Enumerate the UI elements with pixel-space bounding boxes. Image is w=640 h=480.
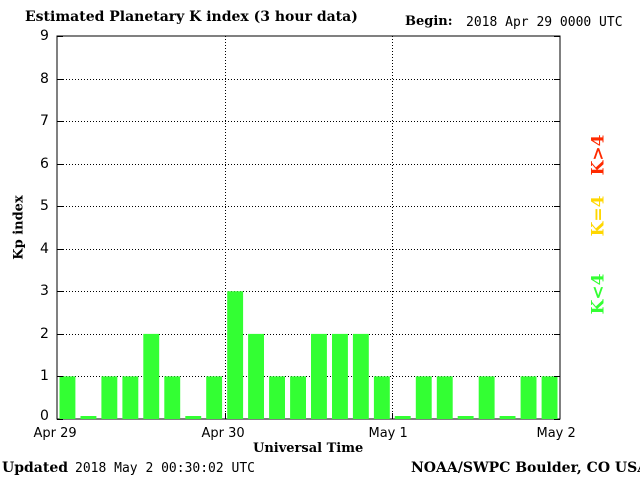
kp-bar <box>122 376 139 419</box>
kp-bar <box>394 416 411 419</box>
updated-value: 2018 May 2 00:30:02 UTC <box>75 461 256 476</box>
x-tick-label: May 2 <box>536 426 576 441</box>
kp-bar <box>143 333 160 419</box>
legend-below: K<4 <box>588 273 609 315</box>
kp-bar <box>59 376 76 419</box>
x-tick-label: May 1 <box>368 426 408 441</box>
plot-area <box>56 35 561 420</box>
credit: NOAA/SWPC Boulder, CO USA <box>411 460 640 476</box>
kp-bar <box>80 416 97 419</box>
kp-bar <box>457 416 474 419</box>
kp-bar <box>206 376 223 419</box>
chart-title: Estimated Planetary K index (3 hour data… <box>25 9 358 25</box>
y-tick-label: 9 <box>40 27 49 44</box>
y-tick-label: 2 <box>40 325 49 342</box>
kp-bar <box>436 376 453 419</box>
x-tick-label: Apr 29 <box>33 426 77 441</box>
y-tick-label: 7 <box>40 112 49 129</box>
grid-lines <box>57 36 560 419</box>
legend-equal: K=4 <box>588 195 609 237</box>
x-axis-label: Universal Time <box>253 441 364 456</box>
kp-bar <box>520 376 537 419</box>
y-tick-label: 3 <box>40 282 49 299</box>
y-tick-label: 0 <box>40 407 49 424</box>
y-axis-label: Kp index <box>11 195 27 260</box>
kp-bar <box>269 376 285 419</box>
kp-bar <box>164 376 181 419</box>
bars <box>59 291 558 419</box>
begin-value: 2018 Apr 29 0000 UTC <box>466 15 623 30</box>
kp-bar <box>541 376 558 419</box>
y-tick-label: 6 <box>40 155 49 172</box>
kp-bar <box>290 376 306 419</box>
y-tick-label: 1 <box>40 367 49 384</box>
updated-label: Updated <box>2 460 69 476</box>
y-tick-label: 8 <box>40 70 49 87</box>
y-tick-label: 5 <box>40 197 49 214</box>
y-tick-label: 4 <box>40 240 49 257</box>
kp-bar <box>311 333 327 419</box>
begin-label: Begin: <box>405 14 453 29</box>
axis-ticks <box>57 36 560 420</box>
kp-bar <box>415 376 432 419</box>
kp-bar <box>248 333 264 419</box>
x-tick-label: Apr 30 <box>201 426 245 441</box>
kp-bar <box>101 376 118 419</box>
kp-bar <box>352 333 369 419</box>
kp-bar <box>478 376 495 419</box>
kp-bar <box>185 416 202 419</box>
kp-bar <box>227 291 244 419</box>
kp-bar <box>373 376 390 419</box>
legend-above: K>4 <box>588 134 609 176</box>
kp-bar <box>499 416 516 419</box>
kp-bar <box>332 333 348 419</box>
